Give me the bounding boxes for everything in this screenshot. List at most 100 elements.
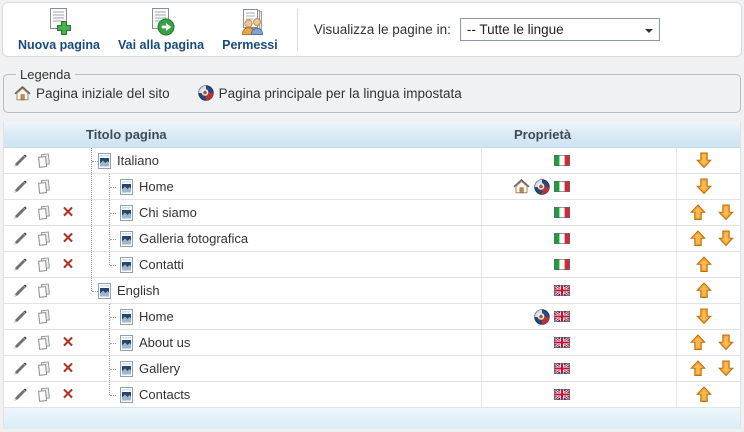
main-language-icon: [197, 85, 214, 101]
move-down-icon[interactable]: [696, 308, 712, 325]
page-title[interactable]: Galleria fotografica: [139, 231, 249, 246]
table-row: ✕ Galleria fotografica: [4, 226, 740, 252]
row-tree: Chi siamo: [86, 200, 481, 225]
page-title[interactable]: Home: [139, 309, 174, 324]
move-up-icon[interactable]: [696, 386, 712, 403]
delete-icon[interactable]: ✕: [61, 333, 75, 351]
edit-icon[interactable]: [12, 387, 28, 403]
copy-icon[interactable]: [36, 308, 52, 325]
page-icon: [119, 178, 134, 195]
move-up-icon[interactable]: [696, 256, 712, 273]
copy-icon[interactable]: [36, 282, 52, 299]
move-down-icon[interactable]: [718, 334, 734, 351]
copy-icon[interactable]: [36, 178, 52, 195]
goto-page-button-label: Vai alla pagina: [117, 38, 205, 52]
row-move: [676, 174, 740, 199]
column-header-title: Titolo pagina: [86, 127, 167, 142]
edit-icon[interactable]: [12, 283, 28, 299]
row-tree: Contacts: [86, 382, 481, 407]
delete-icon[interactable]: ✕: [61, 359, 75, 377]
property-icons: [482, 155, 570, 166]
property-icons: [482, 363, 570, 374]
move-up-icon[interactable]: [690, 204, 706, 221]
page-title[interactable]: About us: [139, 335, 191, 350]
row-move: [676, 200, 740, 225]
copy-icon[interactable]: [36, 386, 52, 403]
move-down-icon[interactable]: [696, 152, 712, 169]
page-title[interactable]: English: [117, 283, 160, 298]
table-header: Titolo pagina Proprietà: [4, 122, 740, 148]
delete-icon[interactable]: ✕: [61, 229, 75, 247]
row-properties: [481, 278, 676, 303]
row-move: [676, 252, 740, 277]
edit-icon[interactable]: [12, 257, 28, 273]
row-move: [676, 278, 740, 303]
row-tree: English: [86, 278, 481, 303]
move-up-icon[interactable]: [690, 334, 706, 351]
move-down-icon[interactable]: [696, 178, 712, 195]
property-icons: [482, 337, 570, 348]
tree-line: [109, 252, 110, 265]
page-title[interactable]: Home: [139, 179, 174, 194]
uk-flag-icon: [554, 337, 570, 348]
row-tree: Home: [86, 174, 481, 199]
table-row: Home: [4, 174, 740, 200]
move-up-icon[interactable]: [690, 360, 706, 377]
row-actions: [4, 278, 86, 303]
page-icon: [119, 204, 134, 221]
copy-icon[interactable]: [36, 230, 52, 247]
goto-page-button[interactable]: Vai alla pagina: [109, 4, 213, 55]
edit-icon[interactable]: [12, 309, 28, 325]
tree-line: [109, 174, 110, 199]
move-up-icon[interactable]: [690, 230, 706, 247]
new-page-button[interactable]: Nuova pagina: [9, 4, 109, 55]
delete-icon[interactable]: ✕: [61, 385, 75, 403]
main-language-icon: [534, 178, 550, 195]
copy-icon[interactable]: [36, 360, 52, 377]
uk-flag-icon: [554, 311, 570, 322]
edit-icon[interactable]: [12, 153, 28, 169]
page-title[interactable]: Chi siamo: [139, 205, 197, 220]
move-down-icon[interactable]: [718, 204, 734, 221]
toolbar-separator: [296, 8, 298, 51]
row-actions: [4, 174, 86, 199]
copy-icon[interactable]: [36, 256, 52, 273]
language-filter-select[interactable]: -- Tutte le lingue: [459, 18, 660, 41]
tree-line: [91, 200, 92, 225]
row-actions: ✕: [4, 226, 86, 251]
italian-flag-icon: [554, 155, 570, 166]
table-row: Home: [4, 304, 740, 330]
page-icon: [119, 360, 134, 377]
copy-icon[interactable]: [36, 152, 52, 169]
home-icon: [513, 179, 530, 194]
row-move: [676, 356, 740, 381]
property-icons: [482, 389, 570, 400]
uk-flag-icon: [554, 285, 570, 296]
delete-icon[interactable]: ✕: [61, 203, 75, 221]
move-up-icon[interactable]: [696, 282, 712, 299]
tree-line: [110, 187, 116, 188]
page-title[interactable]: Contacts: [139, 387, 191, 402]
edit-icon[interactable]: [12, 179, 28, 195]
row-tree: About us: [86, 330, 481, 355]
edit-icon[interactable]: [12, 231, 28, 247]
row-properties: [481, 356, 676, 381]
row-actions: ✕: [4, 252, 86, 277]
move-down-icon[interactable]: [718, 230, 734, 247]
edit-icon[interactable]: [12, 205, 28, 221]
edit-icon[interactable]: [12, 335, 28, 351]
copy-icon[interactable]: [36, 334, 52, 351]
page-title[interactable]: Gallery: [139, 361, 181, 376]
delete-icon[interactable]: ✕: [61, 255, 75, 273]
page-title[interactable]: Contatti: [139, 257, 184, 272]
permissions-button[interactable]: Permessi: [213, 4, 287, 55]
copy-icon[interactable]: [36, 204, 52, 221]
page-title[interactable]: Italiano: [117, 153, 159, 168]
tree-line: [91, 174, 92, 199]
row-move: [676, 148, 740, 173]
table-row: ✕ Contatti: [4, 252, 740, 278]
row-tree: Galleria fotografica: [86, 226, 481, 251]
edit-icon[interactable]: [12, 361, 28, 377]
table-footer: [4, 408, 740, 429]
move-down-icon[interactable]: [718, 360, 734, 377]
